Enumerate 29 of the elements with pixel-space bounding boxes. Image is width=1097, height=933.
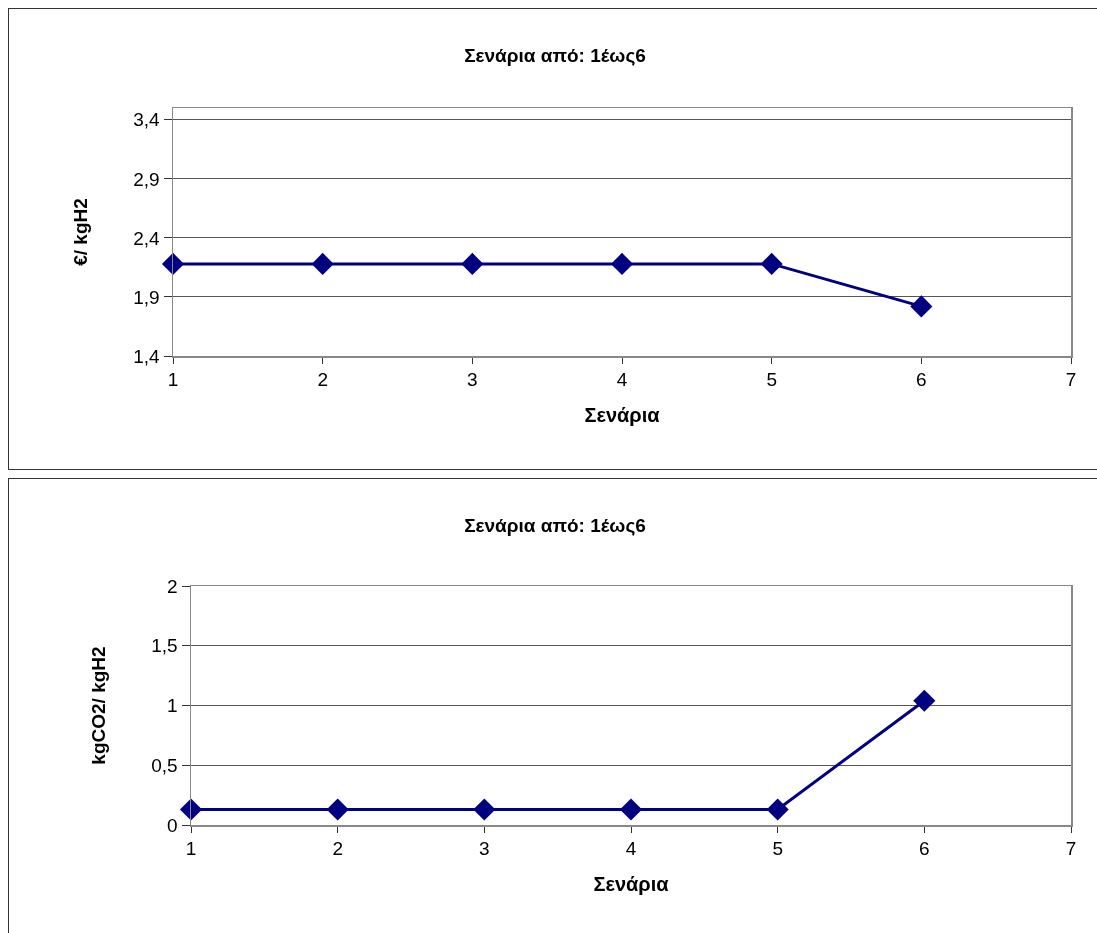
x-tick-label: 6 — [916, 369, 927, 391]
y-tick-label: 3,4 — [133, 109, 161, 131]
y-tick-label: 0 — [167, 814, 178, 836]
y-tick-label: 1,4 — [133, 345, 161, 367]
x-tick-label: 5 — [766, 369, 777, 391]
x-tick-label: 4 — [625, 838, 637, 860]
y-tick-label: 1,9 — [133, 286, 160, 308]
y-tick-label: 2,9 — [133, 168, 160, 190]
y-tick-label: 2,4 — [133, 227, 161, 249]
x-tick-label: 3 — [467, 369, 478, 391]
y-tick-label: 1,5 — [151, 635, 178, 657]
chart-title: Σενάρια από: 1έως6 — [464, 45, 646, 67]
x-tick-label: 2 — [332, 838, 343, 860]
x-tick-label: 7 — [1065, 838, 1077, 860]
x-tick-label: 2 — [317, 369, 328, 391]
x-tick-label: 6 — [919, 838, 930, 860]
y-tick-label: 1 — [167, 695, 178, 717]
y-axis-title: kgCO2/ kgH2 — [88, 646, 110, 765]
x-tick-label: 1 — [185, 838, 197, 860]
x-tick-label: 7 — [1065, 369, 1077, 391]
x-tick-label: 5 — [772, 838, 783, 860]
x-axis-title: Σενάρια — [593, 872, 670, 895]
x-tick-label: 3 — [479, 838, 490, 860]
chart-title: Σενάρια από: 1έως6 — [464, 515, 646, 537]
x-tick-label: 4 — [616, 369, 628, 391]
y-tick-label: 0,5 — [151, 754, 178, 776]
x-axis-title: Σενάρια — [584, 403, 661, 426]
y-axis-title: €/ kgH2 — [70, 198, 92, 266]
y-tick-label: 2 — [167, 575, 178, 597]
